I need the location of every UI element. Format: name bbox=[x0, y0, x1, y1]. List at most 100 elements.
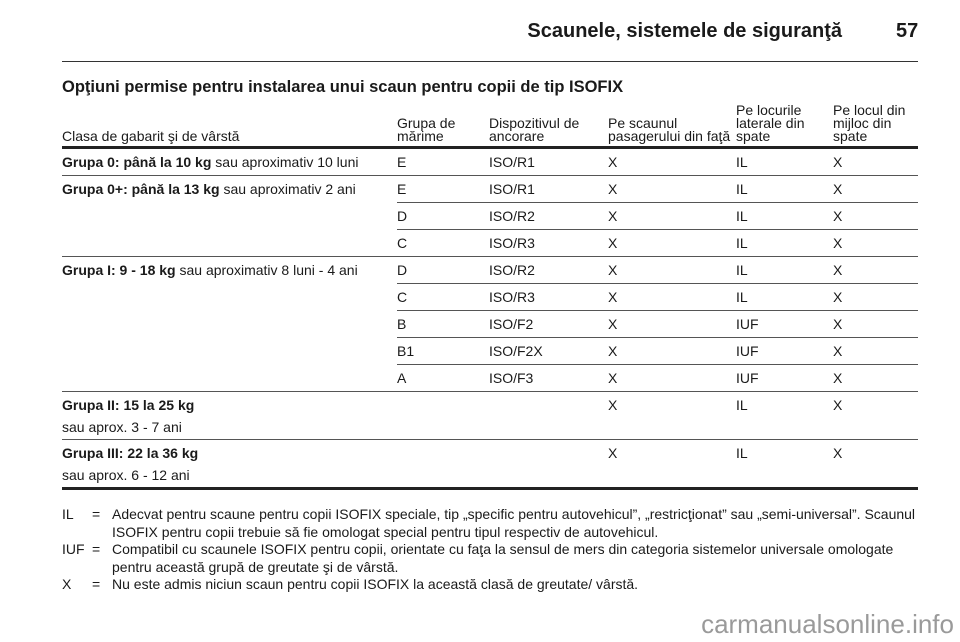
table-cell: X bbox=[608, 283, 736, 311]
table-cell: A bbox=[397, 364, 489, 392]
col-header: Pe scaunul pasagerului din faţă bbox=[608, 104, 736, 149]
legend-text: Compatibil cu scaunele ISOFIX pentru cop… bbox=[112, 541, 894, 575]
table-cell: IUF bbox=[736, 337, 833, 365]
table-cell: IL bbox=[736, 175, 833, 203]
table-cell: X bbox=[608, 310, 736, 338]
table-header-row: Clasa de gabarit şi de vârstă Grupa de m… bbox=[62, 103, 918, 149]
table-cell: B bbox=[397, 310, 489, 338]
table-cell: X bbox=[833, 283, 918, 311]
group-cell: Grupa II: 15 la 25 kg sau aprox. 3 - 7 an… bbox=[62, 391, 397, 440]
table-cell: X bbox=[833, 391, 918, 440]
table-cell bbox=[397, 391, 489, 440]
col-header: Pe locul din mijloc din spate bbox=[833, 103, 918, 149]
table-cell: X bbox=[608, 147, 736, 176]
group-age: sau aproximativ 2 ani bbox=[219, 181, 356, 197]
legend-key: X bbox=[62, 576, 72, 592]
legend-key: IUF bbox=[62, 541, 85, 557]
table-cell: IL bbox=[736, 256, 833, 284]
table-row: B1 ISO/F2X X IUF X bbox=[62, 337, 918, 365]
table-cell: IL bbox=[736, 202, 833, 230]
table-cell: X bbox=[833, 175, 918, 203]
table-row: Grupa 0+: până la 13 kg sau aproximativ … bbox=[62, 175, 918, 257]
col-header: Grupa de mărime bbox=[397, 104, 489, 149]
table-row: Grupa 0: până la 10 kg sau aproximativ 1… bbox=[62, 147, 918, 176]
watermark: carmanualsonline.info bbox=[701, 609, 954, 639]
legend-key: IL bbox=[62, 506, 74, 522]
table-cell: X bbox=[608, 337, 736, 365]
table-row: Grupa III: 22 la 36 kg sau aprox. 6 - 12 … bbox=[62, 439, 918, 490]
table-cell: X bbox=[833, 310, 918, 338]
table-cell: X bbox=[833, 229, 918, 257]
table-cell: E bbox=[397, 147, 489, 176]
table-cell: ISO/F2 bbox=[489, 310, 608, 338]
group-name: Grupa II: 15 la 25 kg bbox=[62, 397, 195, 413]
legend-eq: = bbox=[92, 506, 101, 522]
table-cell: X bbox=[833, 256, 918, 284]
table-row: D ISO/R2 X IL X bbox=[62, 202, 918, 230]
table-cell bbox=[489, 439, 608, 490]
table-cell: D bbox=[397, 256, 489, 284]
table-cell: C bbox=[397, 283, 489, 311]
group-cell: Grupa 0: până la 10 kg sau aproximativ 1… bbox=[62, 147, 397, 176]
table-cell: ISO/F3 bbox=[489, 364, 608, 392]
table-cell: IL bbox=[736, 229, 833, 257]
group-name: Grupa 0+: până la 13 kg bbox=[62, 181, 220, 197]
group-age: sau aprox. 6 - 12 ani bbox=[62, 467, 190, 483]
table-cell: E bbox=[397, 175, 489, 203]
table-cell bbox=[489, 391, 608, 440]
table-cell: X bbox=[608, 256, 736, 284]
table-row: Grupa I: 9 - 18 kg sau aproximativ 8 lun… bbox=[62, 256, 918, 392]
legend-item: IUF = Compatibil cu scaunele ISOFIX pentru… bbox=[62, 541, 932, 576]
page-number: 57 bbox=[896, 20, 919, 42]
table-cell: X bbox=[608, 175, 736, 203]
legend-item: X = Nu este admis niciun scaun pentru copi… bbox=[62, 576, 932, 594]
legend-text: Adecvat pentru scaune pentru copii ISOFI… bbox=[112, 506, 916, 540]
table-row: C ISO/R3 X IL X bbox=[62, 283, 918, 311]
legend-eq: = bbox=[92, 576, 101, 592]
table-cell: X bbox=[833, 147, 918, 176]
legend-text: Nu este admis niciun scaun pentru copii … bbox=[112, 576, 639, 592]
table-cell bbox=[397, 439, 489, 490]
group-age: sau aproximativ 10 luni bbox=[211, 154, 359, 170]
legend-eq: = bbox=[92, 541, 101, 557]
table-cell: X bbox=[608, 202, 736, 230]
group-cell: Grupa I: 9 - 18 kg sau aproximativ 8 lun… bbox=[62, 256, 397, 392]
table-cell: ISO/R3 bbox=[489, 229, 608, 257]
table-cell: X bbox=[608, 439, 736, 490]
table-cell: IUF bbox=[736, 310, 833, 338]
table-row: C ISO/R3 X IL X bbox=[62, 229, 918, 257]
table-cell: ISO/F2X bbox=[489, 337, 608, 365]
table-cell: ISO/R2 bbox=[489, 202, 608, 230]
table-cell: D bbox=[397, 202, 489, 230]
table-cell: IL bbox=[736, 283, 833, 311]
group-cell: Grupa 0+: până la 13 kg sau aproximativ … bbox=[62, 175, 397, 257]
table-cell: X bbox=[608, 229, 736, 257]
table-cell: C bbox=[397, 229, 489, 257]
group-age: sau aprox. 3 - 7 ani bbox=[62, 419, 182, 435]
section-title: Opţiuni permise pentru instalarea unui s… bbox=[62, 78, 624, 96]
group-name: Grupa III: 22 la 36 kg bbox=[62, 445, 199, 461]
table-cell: IL bbox=[736, 147, 833, 176]
col-header: Pe locurile laterale din spate bbox=[736, 103, 833, 149]
table-cell: IUF bbox=[736, 364, 833, 392]
group-age: sau aproximativ 8 luni - 4 ani bbox=[175, 262, 358, 278]
page-header: Scaunele, sistemele de siguranţă 57 bbox=[0, 18, 960, 48]
table-cell: X bbox=[833, 439, 918, 490]
table-row: A ISO/F3 X IUF X bbox=[62, 364, 918, 392]
legend-item: IL = Adecvat pentru scaune pentru copii IS… bbox=[62, 506, 932, 541]
table-cell: ISO/R1 bbox=[489, 147, 608, 176]
table-cell: IL bbox=[736, 439, 833, 490]
table-cell: X bbox=[608, 364, 736, 392]
table-row: Grupa II: 15 la 25 kg sau aprox. 3 - 7 an… bbox=[62, 391, 918, 440]
table-cell: X bbox=[608, 391, 736, 440]
table-cell: X bbox=[833, 202, 918, 230]
table-cell: ISO/R3 bbox=[489, 283, 608, 311]
table-cell: X bbox=[833, 364, 918, 392]
col-header: Clasa de gabarit şi de vârstă bbox=[62, 104, 397, 149]
group-cell: Grupa III: 22 la 36 kg sau aprox. 6 - 12 … bbox=[62, 439, 397, 490]
table-row: B ISO/F2 X IUF X bbox=[62, 310, 918, 338]
group-name: Grupa 0: până la 10 kg bbox=[62, 154, 212, 170]
col-header: Dispozitivul de ancorare bbox=[489, 104, 608, 149]
table-cell: ISO/R2 bbox=[489, 256, 608, 284]
table-cell: IL bbox=[736, 391, 833, 440]
